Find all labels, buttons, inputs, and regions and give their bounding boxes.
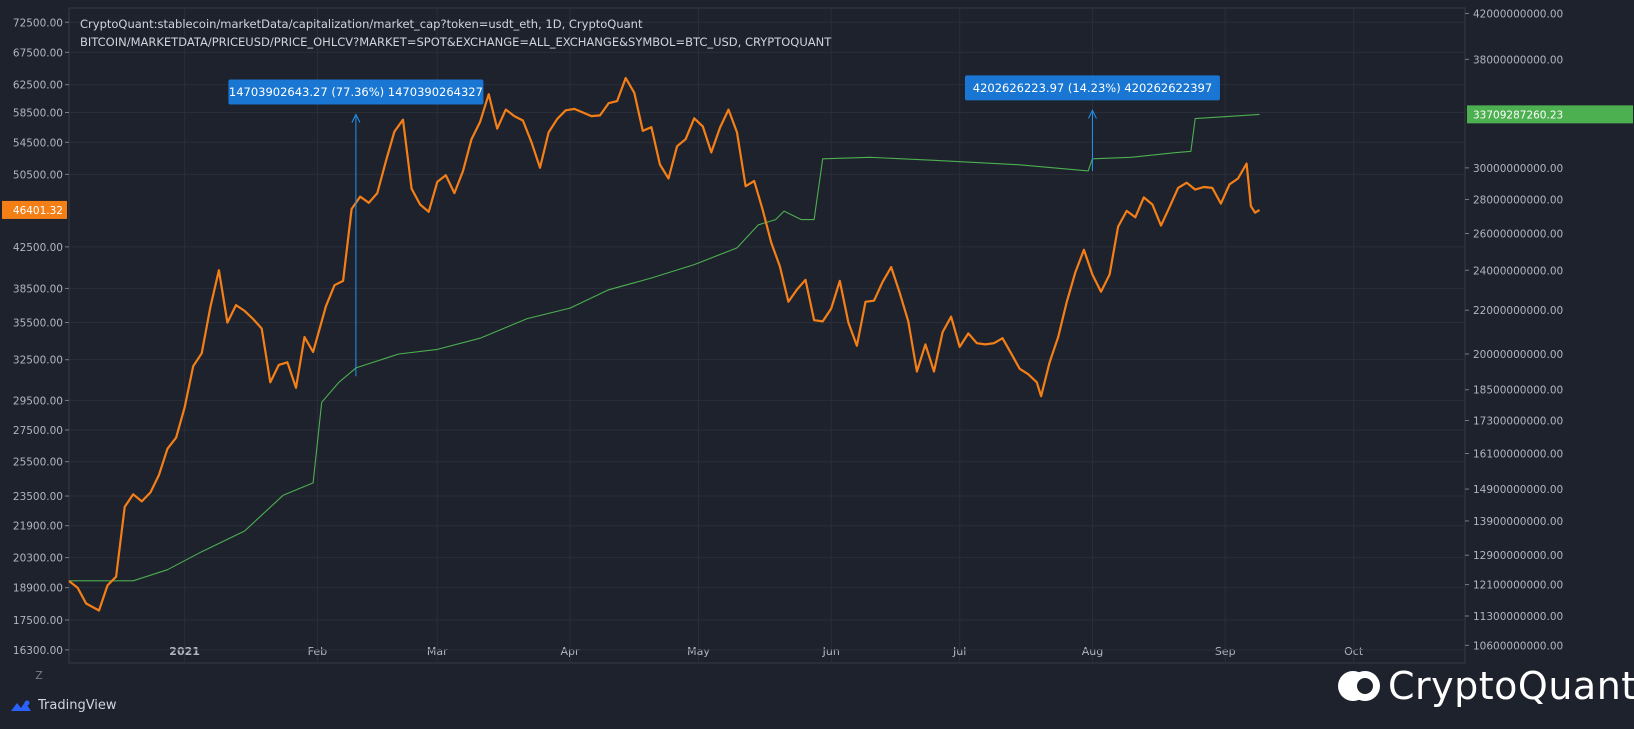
y-right-tick-label: 14900000000.00 [1473,484,1563,496]
y-left-tick-label: 58500.00 [13,107,63,119]
y-left-tick-label: 16300.00 [13,645,63,657]
cryptoquant-label: CryptoQuant [1388,664,1634,708]
x-tick-label: Feb [308,645,327,658]
y-left-tick-label: 67500.00 [13,47,63,59]
y-left-tick-label: 54500.00 [13,137,63,149]
x-tick-label: Jun [822,645,840,658]
y-left-tick-label: 50500.00 [13,169,63,181]
x-tick-label: Oct [1344,645,1364,658]
last-price-label: 46401.32 [13,205,63,217]
y-right-tick-label: 17300000000.00 [1473,416,1563,428]
y-right-tick-label: 16100000000.00 [1473,449,1563,461]
cryptoquant-watermark: CryptoQuant [1336,664,1634,708]
plot-frame [68,7,1466,664]
y-right-tick-label: 28000000000.00 [1473,195,1563,207]
tradingview-logo[interactable]: TradingView [10,698,117,713]
y-left-tick-label: 42500.00 [13,242,63,254]
y-right-tick-label: 10600000000.00 [1473,640,1563,652]
timezone-badge[interactable]: Z [35,669,43,682]
y-right-tick-label: 11300000000.00 [1473,611,1563,623]
last-price-badge [2,200,67,219]
x-tick-label: Sep [1215,645,1236,658]
measure-label-box [228,79,484,105]
y-right-tick-label: 20000000000.00 [1473,349,1563,361]
btc-price-line [68,76,1261,612]
y-left-tick-label: 72500.00 [13,17,63,29]
x-tick-label: Mar [427,645,448,658]
x-tick-label: Aug [1082,645,1103,658]
y-right-tick-label: 12900000000.00 [1473,550,1563,562]
usdt-marketcap-line [69,113,1260,582]
y-left-tick-label: 32500.00 [13,355,63,367]
measure-label-box [964,75,1220,101]
y-left-tick-label: 20300.00 [13,553,63,565]
x-tick-label: 2021 [169,645,200,658]
y-left-tick-label: 38500.00 [13,283,63,295]
tradingview-icon [11,700,31,711]
measure-arrowhead [351,113,361,123]
y-right-tick-label: 22000000000.00 [1473,305,1563,317]
y-left-tick-label: 18900.00 [13,583,63,595]
last-marketcap-badge [1467,105,1633,124]
y-right-tick-label: 26000000000.00 [1473,229,1563,241]
x-tick-label: Apr [561,645,581,658]
measure-label: 4202626223.97 (14.23%) 420262622397 [973,81,1212,95]
tradingview-label: TradingView [38,698,117,713]
x-tick-label: May [687,645,710,658]
y-right-tick-label: 30000000000.00 [1473,163,1563,175]
y-left-tick-label: 21900.00 [13,521,63,533]
last-marketcap-label: 33709287260.23 [1473,109,1563,121]
x-tick-label: Jul [952,645,966,658]
y-left-tick-label: 27500.00 [13,425,63,437]
y-left-tick-label: 17500.00 [13,615,63,627]
y-left-tick-label: 29500.00 [13,395,63,407]
measure-label: 14703902643.27 (77.36%) 1470390264327 [229,85,483,99]
y-left-tick-label: 62500.00 [13,80,63,92]
y-left-tick-label: 35500.00 [13,318,63,330]
y-left-tick-label: 23500.00 [13,491,63,503]
series-legend-price: BITCOIN/MARKETDATA/PRICEUSD/PRICE_OHLCV?… [80,35,832,49]
y-right-tick-label: 24000000000.00 [1473,265,1563,277]
cryptoquant-icon [1338,671,1380,701]
measure-arrowhead [1088,109,1097,119]
series-legend-marketcap: CryptoQuant:stablecoin/marketData/capita… [80,17,643,31]
y-right-tick-label: 18500000000.00 [1473,385,1563,397]
y-right-tick-label: 13900000000.00 [1473,516,1563,528]
y-left-tick-label: 25500.00 [13,457,63,469]
y-right-tick-label: 12100000000.00 [1473,580,1563,592]
y-right-tick-label: 42000000000.00 [1473,8,1563,20]
y-right-tick-label: 38000000000.00 [1473,54,1563,66]
